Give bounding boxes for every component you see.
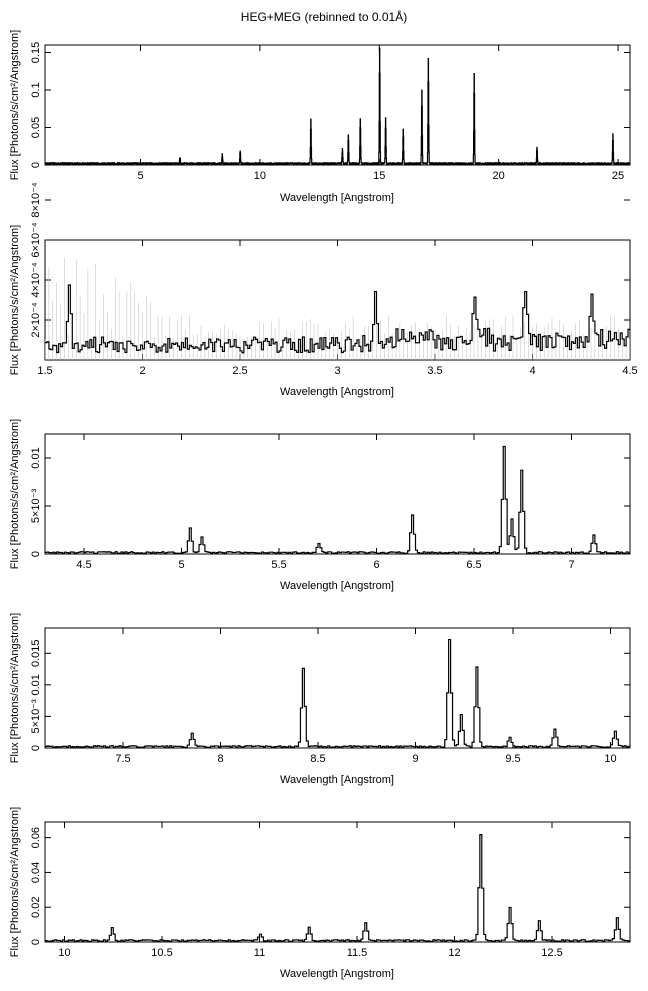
spectrum-line [45,284,630,354]
x-tick-label: 2 [139,365,145,377]
y-tick-labels: 0 0.02 0.04 0.06 [30,827,630,945]
y-axis-label: Flux [Photons/s/cm²/Angstrom] [9,807,21,957]
x-tick-label: 11.5 [347,947,368,959]
y-tick-label: 0 [30,939,42,945]
spectrum-trace [45,834,630,942]
x-tick-label: 3 [334,365,340,377]
plot-frame [44,44,631,166]
x-tick-label: 25 [612,170,624,182]
x-tick-label: 2.5 [232,365,247,377]
x-tick-label: 8.5 [310,753,325,765]
x-tick-label: 7.5 [115,753,130,765]
x-tick-label: 10 [604,753,616,765]
y-tick-label: 0.01 [30,674,42,695]
x-tick-label: 20 [493,170,505,182]
panel-1: 5 10 15 20 25 0 0.05 0.1 0.15 Wavelength [Angst… [9,30,631,204]
x-tick-labels: 10 10.5 11 11.5 12 12.5 [58,822,563,959]
x-tick-label: 6 [373,559,379,571]
plot-frame [44,821,631,943]
x-tick-labels: 7.5 8 8.5 9 9.5 10 [115,628,617,765]
x-tick-label: 10.5 [151,947,172,959]
spectrum-line [45,638,630,748]
spectrum-line [45,834,630,942]
x-tick-label: 9 [412,753,418,765]
x-tick-label: 4.5 [76,559,91,571]
y-tick-label: 6×10⁻⁴ [30,222,42,258]
plot-frame [44,627,631,749]
y-tick-label: 5×10⁻³ [30,699,42,734]
x-tick-label: 7 [568,559,574,571]
spectrum-trace [45,445,630,554]
y-tick-label: 0.06 [30,827,42,848]
y-tick-label: 2×10⁻⁴ [30,302,42,338]
x-tick-label: 9.5 [505,753,520,765]
x-axis-label: Wavelength [Angstrom] [280,386,394,398]
x-tick-labels: 4.5 5 5.5 6 6.5 7 [76,434,575,571]
panel-3: 4.5 5 5.5 6 6.5 7 0 5×10⁻³ 0.01 Wavelength [Ang… [9,419,631,592]
y-tick-label: 5×10⁻³ [30,489,42,524]
y-tick-label: 0 [30,745,42,751]
panel-4: 7.5 8 8.5 9 9.5 10 0 5×10⁻³ 0.01 0.015 Wavelengt… [9,613,631,786]
x-axis-label: Wavelength [Angstrom] [280,774,394,786]
spectrum-trace [45,257,630,360]
y-tick-labels: 0 5×10⁻³ 0.01 0.015 [30,639,630,751]
y-axis-label: Flux [Photons/s/cm²/Angstrom] [9,30,21,180]
y-axis-label: Flux [Photons/s/cm²/Angstrom] [9,613,21,763]
x-tick-label: 11 [254,947,265,959]
x-tick-label: 5.5 [271,559,286,571]
spectrum-trace [45,638,630,748]
y-tick-label: 0.01 [30,447,42,468]
y-tick-label: 8×10⁻⁴ [30,182,42,218]
x-tick-label: 4.5 [622,365,637,377]
x-tick-label: 3.5 [427,365,442,377]
panel-2: 1.5 2 2.5 3 3.5 4 4.5 2×10⁻⁴ 4×10⁻⁴ 6×10⁻⁴ 8×10⁻⁴… [9,182,638,398]
y-tick-label: 0 [30,162,42,168]
chart-title: HEG+MEG (rebinned to 0.01Å) [240,10,408,24]
y-tick-label: 0.05 [30,117,42,138]
x-tick-label: 4 [529,365,535,377]
y-tick-labels: 0 5×10⁻³ 0.01 [30,447,630,557]
y-tick-label: 4×10⁻⁴ [30,262,42,298]
y-tick-label: 0.015 [30,639,42,667]
spectrum-trace [45,47,630,165]
y-axis-label: Flux [Photons/s/cm²/Angstrom] [9,419,21,569]
x-tick-label: 5 [178,559,184,571]
spectrum-line [45,47,630,165]
x-tick-label: 10 [58,947,70,959]
panel-5: 10 10.5 11 11.5 12 12.5 0 0.02 0.04 0.06 Wavelen… [9,807,631,980]
y-tick-labels: 2×10⁻⁴ 4×10⁻⁴ 6×10⁻⁴ 8×10⁻⁴ [30,182,630,338]
x-tick-label: 15 [373,170,385,182]
x-tick-label: 12 [448,947,460,959]
y-axis-label: Flux [Photons/s/cm²/Angstrom] [9,225,21,375]
x-axis-label: Wavelength [Angstrom] [280,580,394,592]
y-tick-label: 0.04 [30,862,42,883]
x-tick-label: 5 [137,170,143,182]
x-tick-label: 8 [217,753,223,765]
spectrum-line [45,445,630,554]
y-tick-labels: 0 0.05 0.1 0.15 [30,42,630,168]
x-tick-label: 1.5 [37,365,52,377]
plot-frame [44,433,631,555]
y-tick-label: 0 [30,551,42,557]
x-tick-label: 10 [254,170,266,182]
x-tick-labels: 5 10 15 20 25 [137,45,624,182]
x-tick-label: 6.5 [466,559,481,571]
y-tick-label: 0.02 [30,897,42,918]
y-tick-label: 0.1 [30,82,42,97]
x-axis-label: Wavelength [Angstrom] [280,192,394,204]
y-tick-label: 0.15 [30,42,42,63]
x-tick-label: 12.5 [541,947,562,959]
x-axis-label: Wavelength [Angstrom] [280,968,394,980]
